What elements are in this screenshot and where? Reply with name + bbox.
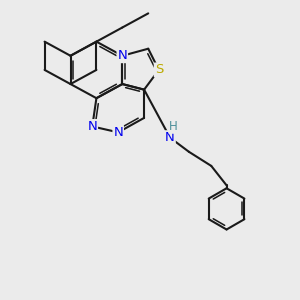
- Text: S: S: [154, 63, 163, 76]
- Text: N: N: [117, 49, 127, 62]
- Text: N: N: [165, 131, 175, 144]
- Text: H: H: [169, 120, 178, 133]
- Text: N: N: [87, 120, 97, 133]
- Text: N: N: [113, 126, 123, 139]
